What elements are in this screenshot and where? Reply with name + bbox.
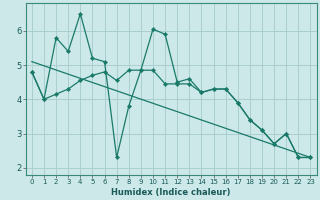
X-axis label: Humidex (Indice chaleur): Humidex (Indice chaleur)	[111, 188, 231, 197]
